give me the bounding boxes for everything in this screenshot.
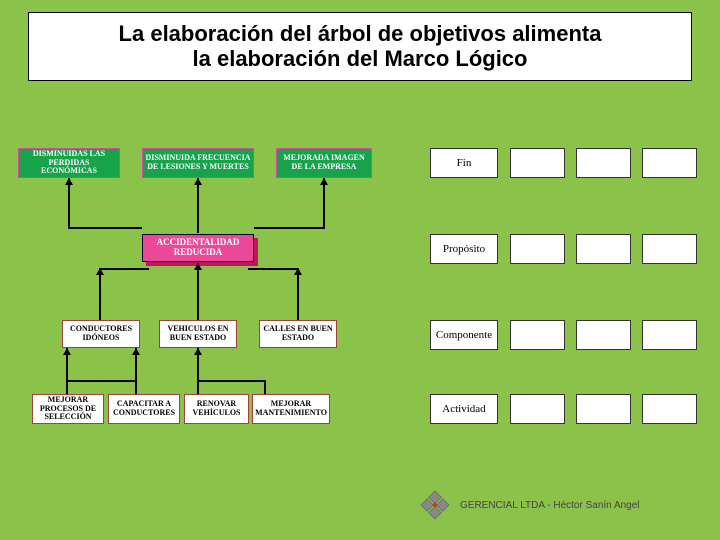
- proposito-empty-2: [576, 234, 631, 264]
- arrow-up-icon: [194, 348, 202, 355]
- fin-box-1: DISMINUIDAS LAS PERDIDAS ECONÓMICAS: [18, 148, 120, 178]
- actividad-box-4: MEJORAR MANTENIMIENTO: [252, 394, 330, 424]
- arrow-up-icon: [194, 178, 202, 185]
- footer-text: GERENCIAL LTDA - Héctor Sanín Angel: [460, 500, 640, 511]
- proposito-box: ACCIDENTALIDAD REDUCIDA: [142, 234, 254, 262]
- arrow-line: [248, 268, 299, 270]
- fin-label: Fin: [430, 148, 498, 178]
- fin-empty-2: [576, 148, 631, 178]
- arrow-line: [197, 178, 199, 233]
- componente-label: Componente: [430, 320, 498, 350]
- fin-empty-1: [510, 148, 565, 178]
- actividad-box-3: RENOVAR VEHÍCULOS: [184, 394, 249, 424]
- arrow-line: [66, 380, 136, 382]
- componente-empty-1: [510, 320, 565, 350]
- componente-empty-2: [576, 320, 631, 350]
- title-line-2: la elaboración del Marco Lógico: [43, 46, 677, 71]
- componente-box-2: VEHICULOS EN BUEN ESTADO: [159, 320, 237, 348]
- logo-icon: [420, 490, 450, 520]
- arrow-line: [197, 380, 265, 382]
- arrow-up-icon: [63, 348, 71, 355]
- arrow-up-icon: [132, 348, 140, 355]
- actividad-box-2: CAPACITAR A CONDUCTORES: [108, 394, 180, 424]
- componente-box-3: CALLES EN BUEN ESTADO: [259, 320, 337, 348]
- arrow-line: [99, 268, 149, 270]
- arrow-line: [197, 263, 199, 320]
- componente-box-1: CONDUCTORES IDÓNEOS: [62, 320, 140, 348]
- proposito-label: Propósito: [430, 234, 498, 264]
- slide: La elaboración del árbol de objetivos al…: [0, 0, 720, 540]
- actividad-empty-1: [510, 394, 565, 424]
- fin-box-3: MEJORADA IMAGEN DE LA EMPRESA: [276, 148, 372, 178]
- arrow-line: [264, 380, 266, 394]
- arrow-line: [297, 268, 299, 320]
- arrow-line: [99, 268, 101, 320]
- title-line-1: La elaboración del árbol de objetivos al…: [43, 21, 677, 46]
- fin-empty-3: [642, 148, 697, 178]
- proposito-empty-1: [510, 234, 565, 264]
- arrow-line: [68, 227, 142, 229]
- arrow-up-icon: [65, 178, 73, 185]
- arrow-up-icon: [194, 263, 202, 270]
- proposito-empty-3: [642, 234, 697, 264]
- fin-box-2: DISMINUIDA FRECUENCIA DE LESIONES Y MUER…: [142, 148, 254, 178]
- actividad-label: Actividad: [430, 394, 498, 424]
- arrow-line: [323, 178, 325, 228]
- actividad-empty-2: [576, 394, 631, 424]
- arrow-line: [254, 227, 325, 229]
- arrow-line: [68, 178, 70, 228]
- arrow-up-icon: [320, 178, 328, 185]
- actividad-empty-3: [642, 394, 697, 424]
- page-title: La elaboración del árbol de objetivos al…: [28, 12, 692, 81]
- actividad-box-1: MEJORAR PROCESOS DE SELECCIÓN: [32, 394, 104, 424]
- componente-empty-3: [642, 320, 697, 350]
